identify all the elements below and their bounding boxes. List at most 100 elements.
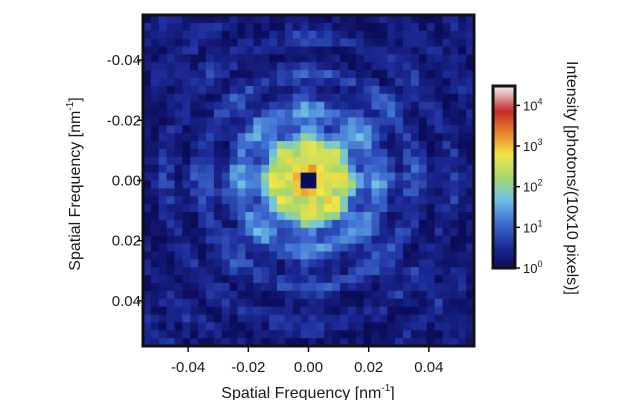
heatmap-cell (213, 188, 223, 197)
heatmap-cell (166, 243, 175, 252)
heatmap-cell (206, 22, 215, 32)
heatmap-cell (458, 314, 467, 323)
heatmap-cell (395, 306, 404, 315)
heatmap-cell (332, 330, 341, 339)
heatmap-cell (269, 101, 278, 110)
heatmap-cell (261, 330, 270, 339)
heatmap-cell (237, 188, 246, 197)
heatmap-cell (284, 15, 294, 24)
heatmap-cell (190, 235, 199, 244)
heatmap-cell (347, 54, 357, 63)
heatmap-cell (324, 46, 333, 55)
heatmap-cell (442, 212, 451, 221)
heatmap-cell (332, 164, 341, 174)
heatmap-cell (379, 204, 388, 213)
heatmap-cell (261, 78, 270, 87)
heatmap-cell (284, 196, 294, 205)
heatmap-cell (395, 156, 404, 166)
heatmap-cell (324, 290, 333, 300)
heatmap-cell (276, 306, 286, 315)
heatmap-cell (292, 38, 302, 47)
heatmap-cell (387, 251, 396, 260)
heatmap-cell (237, 196, 246, 205)
heatmap-cell (355, 62, 365, 71)
heatmap-cell (150, 15, 160, 24)
heatmap-cell (143, 62, 152, 71)
heatmap-cell (403, 78, 412, 87)
heatmap-cell (466, 93, 475, 103)
heatmap-cell (229, 235, 238, 244)
heatmap-cell (458, 62, 467, 71)
heatmap-cell (284, 70, 294, 79)
heatmap-cell (347, 85, 357, 95)
heatmap-cell (324, 117, 333, 126)
heatmap-cell (269, 227, 278, 237)
heatmap-cell (245, 180, 254, 189)
heatmap-cell (450, 164, 459, 174)
heatmap-cell (387, 180, 396, 189)
heatmap-cell (458, 235, 467, 244)
heatmap-cell (387, 109, 396, 118)
heatmap-cell (379, 219, 388, 229)
heatmap-cell (410, 212, 420, 221)
heatmap-cell (213, 212, 223, 221)
heatmap-cell (371, 30, 380, 40)
heatmap-cell (276, 38, 286, 47)
x-tick-label: -0.04 (171, 359, 205, 376)
heatmap-cell (316, 38, 325, 47)
heatmap-cell (166, 101, 175, 110)
heatmap-cell (308, 62, 317, 71)
heatmap-cell (434, 156, 443, 166)
heatmap-cell (300, 290, 309, 300)
heatmap-cell (347, 251, 357, 260)
heatmap-cell (418, 54, 428, 63)
heatmap-cell (182, 85, 191, 95)
heatmap-cell (363, 204, 372, 213)
heatmap-cell (182, 93, 191, 103)
heatmap-cell (324, 30, 333, 40)
heatmap-cell (190, 15, 199, 24)
heatmap-cell (316, 30, 325, 40)
heatmap-cell (158, 314, 168, 323)
heatmap-cell (410, 133, 420, 142)
heatmap-cell (340, 259, 349, 268)
heatmap-cell (442, 196, 451, 205)
heatmap-cell (182, 78, 191, 87)
heatmap-cell (316, 338, 325, 347)
heatmap-cell (206, 70, 215, 79)
heatmap-cell (410, 267, 420, 276)
heatmap-cell (190, 282, 199, 292)
heatmap-cell (379, 212, 388, 221)
heatmap-cell (442, 172, 451, 181)
heatmap-cell (292, 306, 302, 315)
heatmap-cell (253, 109, 262, 118)
heatmap-cell (332, 180, 341, 189)
heatmap-cell (158, 109, 168, 118)
heatmap-cell (261, 314, 270, 323)
x-tick-label: 0.02 (354, 359, 383, 376)
heatmap-cell (426, 259, 435, 268)
heatmap-cell (237, 117, 246, 126)
heatmap-cell (387, 322, 396, 331)
heatmap-cell (300, 22, 309, 32)
heatmap-cell (316, 54, 325, 63)
heatmap-cell (237, 133, 246, 142)
heatmap-cell (379, 227, 388, 237)
heatmap-cell (206, 15, 215, 24)
heatmap-cell (387, 275, 396, 284)
heatmap-cell (206, 204, 215, 213)
heatmap-cell (355, 330, 365, 339)
heatmap-cell (292, 259, 302, 268)
heatmap-cell (450, 109, 459, 118)
heatmap-cell (418, 125, 428, 134)
heatmap-cell (355, 204, 365, 213)
heatmap-cell (229, 133, 238, 142)
heatmap-cell (379, 290, 388, 300)
heatmap-cell (143, 109, 152, 118)
heatmap-cell (450, 306, 459, 315)
heatmap-cell (347, 290, 357, 300)
heatmap-cell (269, 30, 278, 40)
heatmap-cell (442, 275, 451, 284)
heatmap-cell (316, 78, 325, 87)
heatmap-cell (426, 251, 435, 260)
